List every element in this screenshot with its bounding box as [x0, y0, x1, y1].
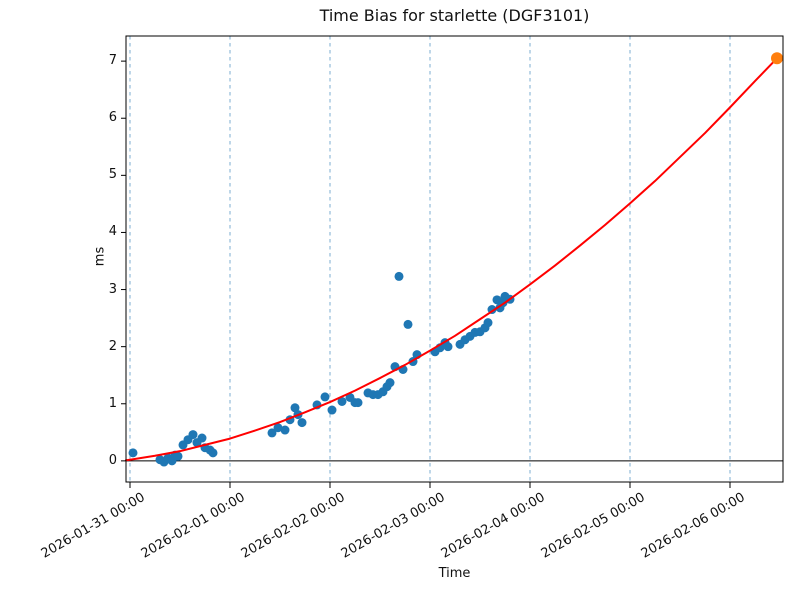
- x-axis-label: Time: [438, 566, 471, 581]
- y-tick-label: 3: [108, 281, 117, 297]
- scatter-point: [394, 271, 404, 281]
- scatter-point: [188, 430, 198, 440]
- scatter-point: [320, 392, 330, 402]
- plot-border: [125, 35, 784, 483]
- fit-curve: [125, 57, 778, 462]
- y-tick-label: 0: [108, 452, 117, 468]
- scatter-point: [273, 423, 283, 433]
- y-tick-label: 7: [108, 53, 117, 69]
- scatter-point: [327, 405, 337, 415]
- y-tick-label: 4: [108, 224, 117, 240]
- scatter-point: [483, 318, 493, 328]
- scatter-point: [337, 396, 347, 406]
- y-tick-label: 5: [108, 167, 117, 183]
- scatter-point: [280, 425, 290, 435]
- scatter-point: [385, 378, 395, 388]
- scatter-point: [290, 403, 300, 413]
- chart-title: Time Bias for starlette (DGF3101): [319, 6, 590, 25]
- y-tick-label: 6: [108, 110, 117, 126]
- scatter-point: [353, 398, 363, 408]
- scatter-point: [173, 451, 183, 461]
- scatter-point: [208, 448, 218, 458]
- predicted-point: [771, 52, 783, 65]
- y-tick-label: 1: [108, 395, 117, 411]
- scatter-point: [443, 342, 453, 352]
- scatter-point: [267, 428, 277, 438]
- scatter-point: [197, 433, 207, 443]
- scatter-point: [297, 418, 307, 428]
- scatter-point: [128, 448, 138, 458]
- y-tick-label: 2: [108, 338, 117, 354]
- scatter-point: [403, 319, 413, 329]
